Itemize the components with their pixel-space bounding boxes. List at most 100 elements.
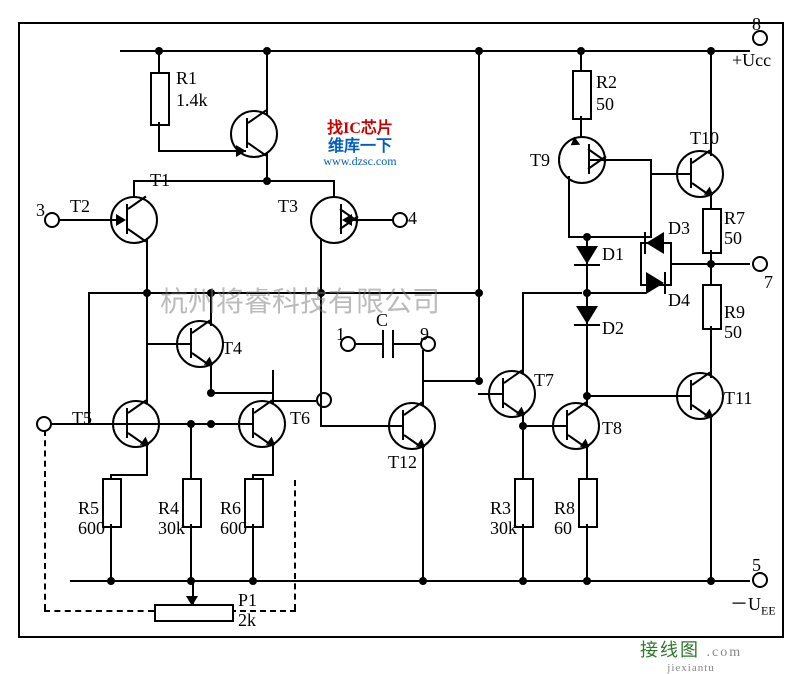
t10-c-up [710,50,712,156]
node-r4-top [187,420,195,428]
footer-logo: 接线图 .com jiexiantu [640,636,742,674]
r2-ref: R2 [596,72,617,93]
r4-val: 30k [158,518,185,539]
p1-val: 2k [238,610,256,631]
node-r5-bot [107,577,115,585]
terminal-7 [752,256,768,272]
d34-top [640,242,672,244]
terminal-4 [392,212,408,228]
terminal-aux [316,392,332,408]
out-mid-line [586,292,646,294]
terminal-8-label: 8 [752,14,761,35]
t12-base [320,425,402,427]
uee-text: －U [730,594,761,614]
t6-e-down [272,444,274,474]
c-right-lead [394,343,420,345]
t9-label: T9 [530,150,550,171]
resistor-r5 [102,478,122,528]
t7-c-up [522,292,524,374]
r7-ref: R7 [724,208,745,229]
t10-base-down [650,159,652,237]
t11-e-down [710,416,712,580]
d34-bot [640,284,672,286]
t10-base-to-d1 [586,236,652,238]
t8-base [522,425,566,427]
t4-label: T4 [222,338,242,359]
t3-label: T3 [278,196,298,217]
resistor-r1 [150,72,170,126]
r1-val: 1.4k [176,90,208,111]
node-t12c [475,377,483,385]
footer-suffix: .com [707,645,743,660]
t4-e-down [210,362,212,392]
d2-bar [574,324,600,326]
terminal-5-label: 5 [752,555,761,576]
d34-left [640,242,642,284]
logo-line2: 维库一下 [300,138,420,156]
ucc-label: +Ucc [732,50,771,71]
t2-gate-lead [58,219,116,221]
t2-drain-down [146,238,148,292]
node-t1-ucc [263,47,271,55]
logo-line1: 找IC芯片 [300,120,420,138]
t10-label: T10 [690,128,719,149]
d34-to-out [670,263,710,265]
mirror-base-link [126,423,210,425]
r9-bot-lead [710,326,712,356]
t1-gate-arrow [236,145,246,157]
t6-c-stub [272,392,274,404]
r9-ref: R9 [724,302,745,323]
r6-ref: R6 [220,498,241,519]
t8-label: T8 [602,418,622,439]
bal-left-lead [50,423,88,425]
terminal-9-label: 9 [420,324,429,345]
diode-d1 [576,246,598,264]
node-r6-bot [249,577,257,585]
pot-p1 [154,604,234,622]
center-up [478,50,480,380]
r6-to-t6e [252,474,274,476]
schematic-canvas: 8 +Ucc 5 －UEE R1 1.4k T1 3 T2 4 T3 [0,0,800,671]
t1-gate [158,150,246,152]
t12-c-to-center [422,380,480,382]
node-r2-ucc [577,47,585,55]
node-r8-bot [583,577,591,585]
r3-val: 30k [490,518,517,539]
node-center-292 [475,289,483,297]
r3-ref: R3 [490,498,511,519]
node-t11e [707,577,715,585]
r5-bot [110,524,112,580]
terminal-3-label: 3 [36,200,45,221]
node-r1-ucc [155,47,163,55]
resistor-r6 [244,478,264,528]
t2-gate-arrow [116,214,126,226]
d2-to-t8c [586,356,588,358]
d4-bar [664,272,666,294]
node-mirror [207,420,215,428]
uee-label: －UEE [730,590,776,619]
r4-top [190,423,192,479]
r6-bot [252,524,254,580]
t10-base [650,173,690,175]
resistor-r3 [514,478,534,528]
d3-label: D3 [668,218,690,239]
t12-c-up [422,350,424,406]
t4-base [146,343,190,345]
t6-base [210,423,252,425]
watermark-text: 杭州将睿科技有限公司 [160,280,440,320]
t5-base [88,423,126,425]
resistor-r8 [578,478,598,528]
r8-val: 60 [554,518,572,539]
c-left-lead [352,343,382,345]
t11-c-up [710,356,712,378]
t7-label: T7 [534,370,554,391]
source-logo: 找IC芯片 维库一下 www.dzsc.com [300,120,420,168]
node-tail [263,177,271,185]
terminal-3 [44,212,60,228]
dash-right [294,480,296,610]
t2-label: T2 [70,196,90,217]
r4-ref: R4 [158,498,179,519]
r4-bot [190,524,192,580]
d2-label: D2 [602,318,624,339]
footer-sub: jiexiantu [640,662,742,674]
